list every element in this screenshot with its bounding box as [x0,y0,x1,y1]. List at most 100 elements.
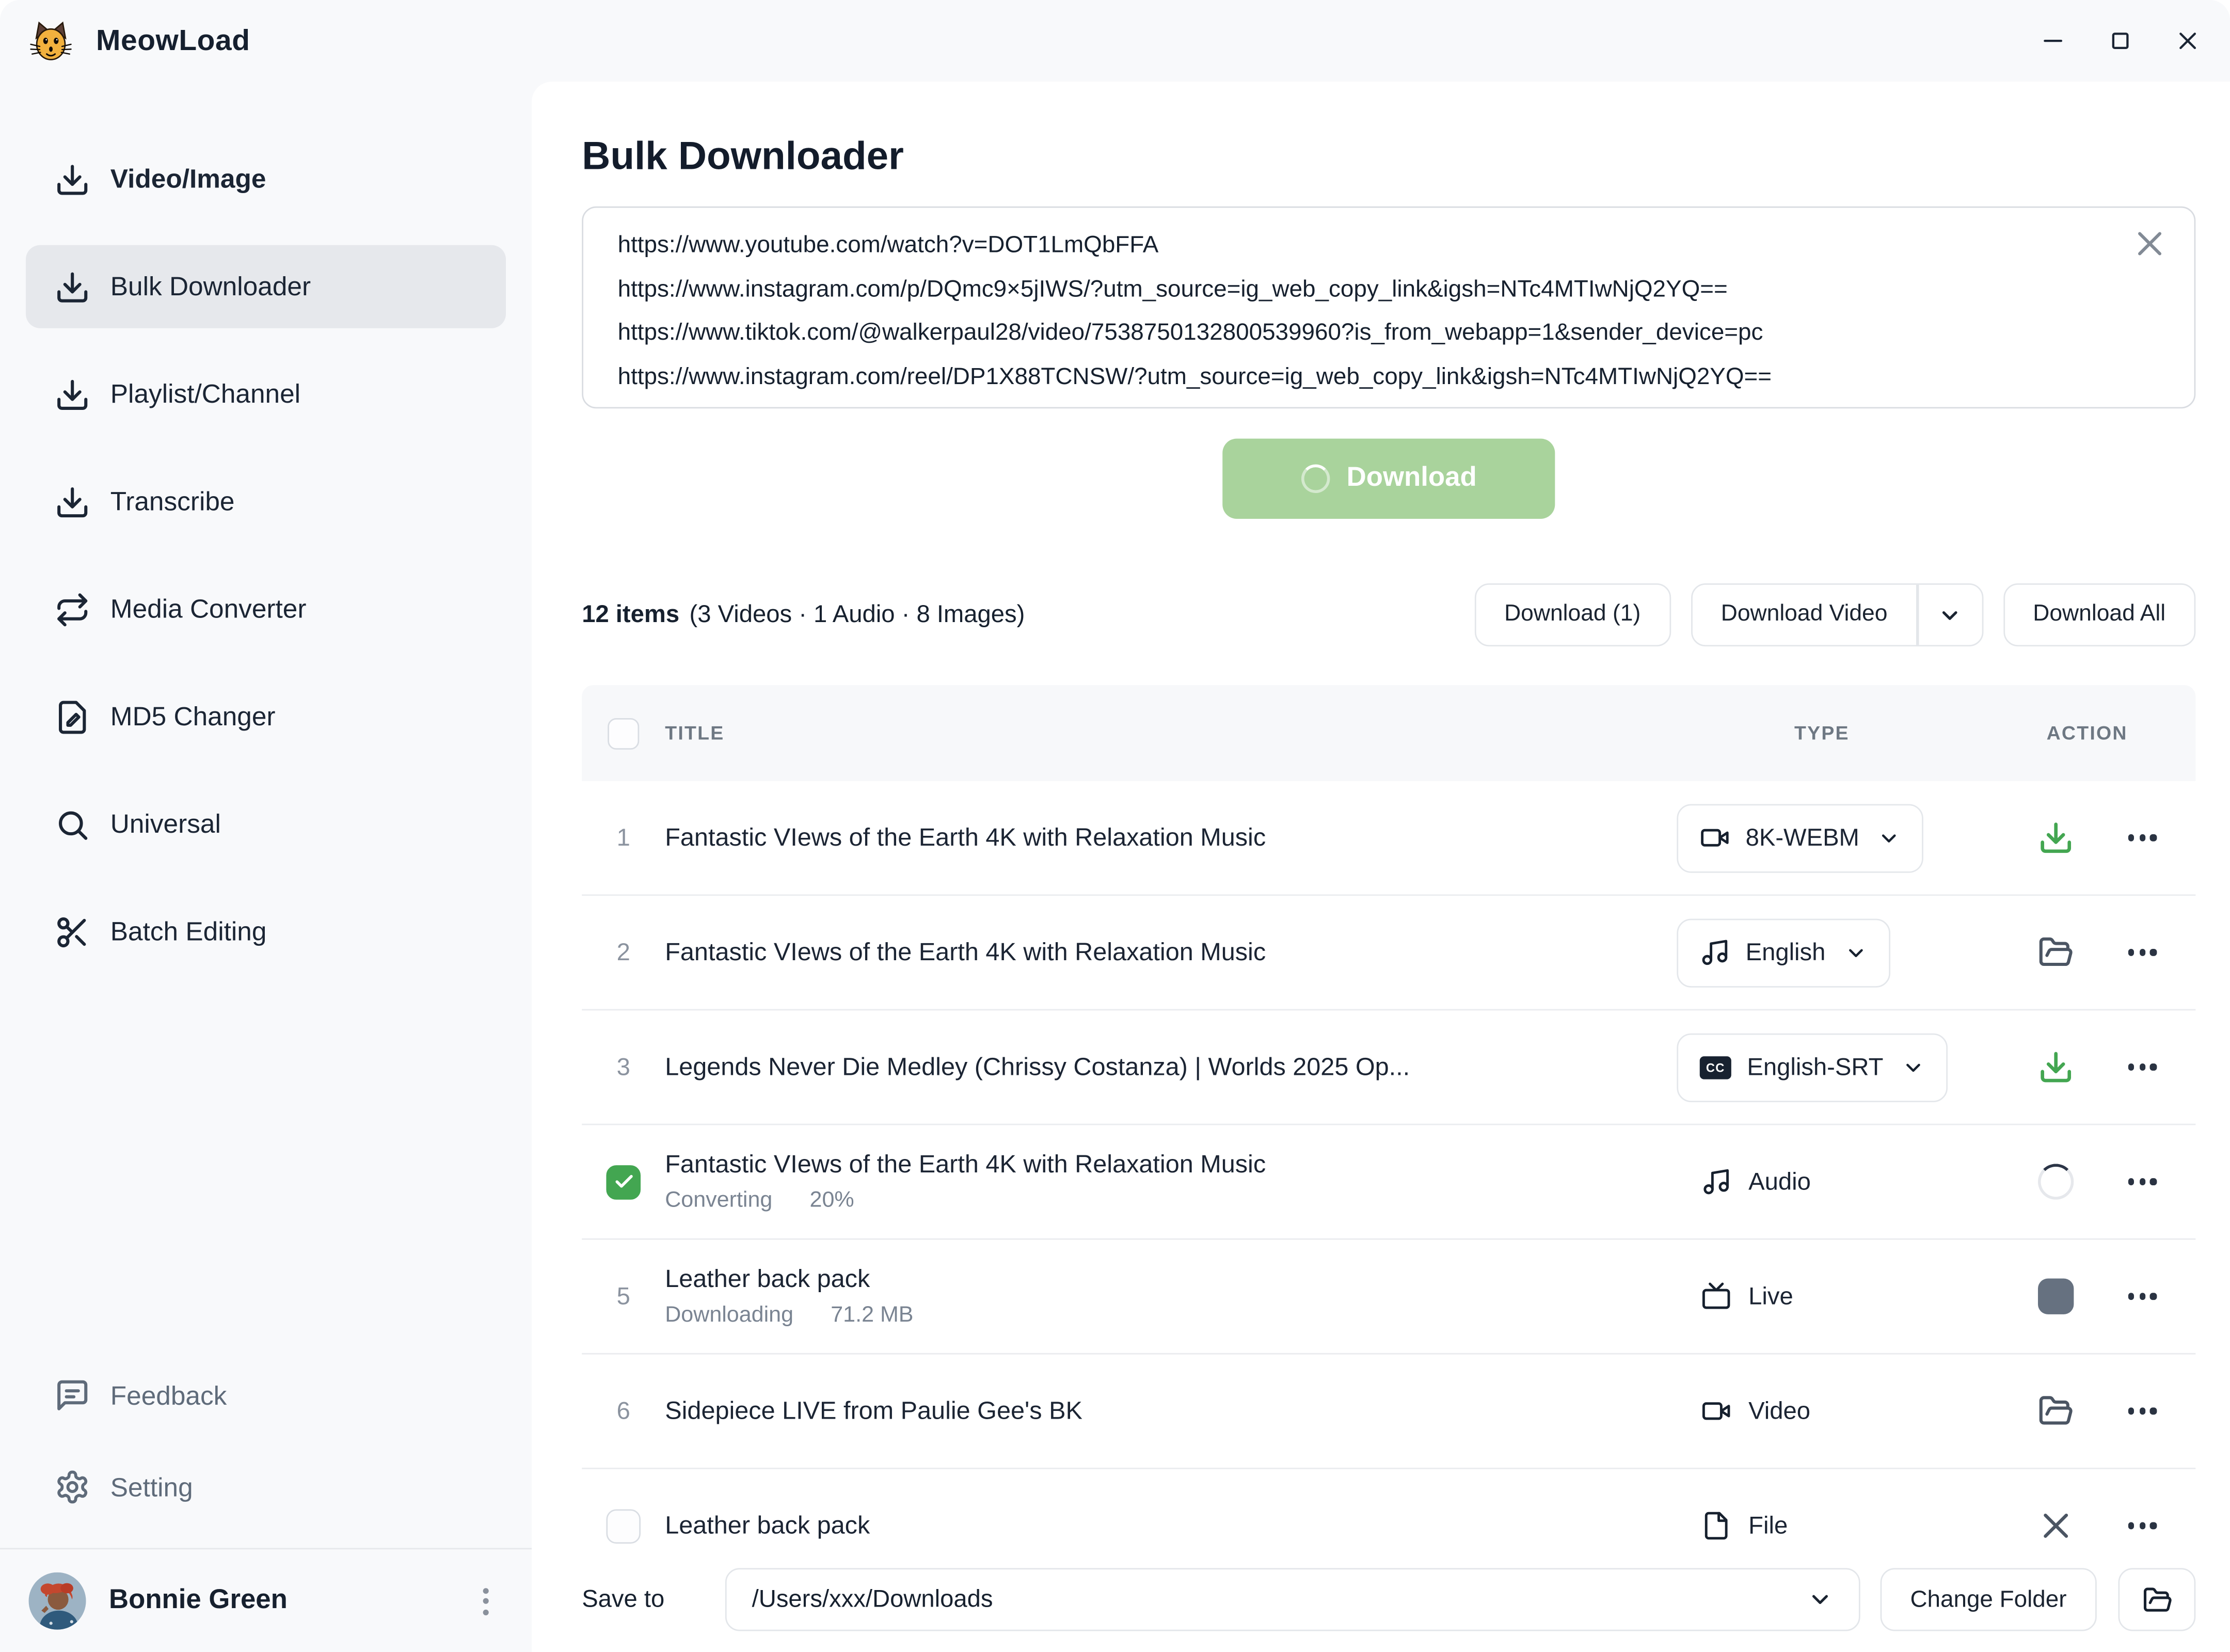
more-actions-button[interactable] [2123,1282,2162,1311]
table-row: 2 Fantastic VIews of the Earth 4K with R… [582,896,2196,1011]
save-path-select[interactable]: /Users/xxx/Downloads [724,1568,1860,1631]
download-video-button[interactable]: Download Video [1721,602,1888,627]
sidebar-item-label: Bulk Downloader [110,271,311,301]
minimize-button[interactable] [2040,27,2067,55]
type-label: Live [1748,1282,1793,1310]
table-row: 5 Leather back pack Downloading 71.2 MB … [582,1240,2196,1355]
sidebar-item-universal[interactable]: Universal [26,792,506,855]
sidebar-item-playlist-channel[interactable]: Playlist/Channel [26,362,506,425]
cat-logo-icon [30,21,72,60]
url-line: https://www.tiktok.com/@walkerpaul28/vid… [617,320,1763,346]
chevron-down-icon [1812,1595,1828,1605]
more-actions-button[interactable] [2123,938,2162,967]
more-actions-button[interactable] [2123,1167,2162,1196]
url-line: https://www.instagram.com/p/DQmc9×5jIWS/… [617,276,1728,302]
select-all-checkbox[interactable] [608,717,640,749]
sidebar-item-feedback[interactable]: Feedback [26,1364,506,1427]
download-button-label: Download [1346,463,1477,494]
open-folder-button[interactable] [2038,934,2074,970]
row-number: 1 [616,823,630,851]
sidebar-item-label: Universal [110,808,221,839]
folder-open-icon [2143,1586,2171,1611]
download-icon [55,376,90,412]
type-label: 8K-WEBM [1745,823,1859,851]
sidebar-item-label: Media Converter [110,593,307,624]
type-dropdown[interactable]: CC English-SRT [1677,1032,1948,1102]
download-icon [2041,822,2072,853]
more-actions-button[interactable] [2123,1511,2162,1540]
loading-spinner-icon [1300,464,1330,494]
change-folder-button[interactable]: Change Folder [1880,1568,2097,1631]
download-file-button[interactable] [2038,820,2074,855]
table-row: 1 Fantastic VIews of the Earth 4K with R… [582,781,2196,896]
sidebar-item-bulk-downloader[interactable]: Bulk Downloader [25,245,506,328]
downloads-table: TITLE TYPE ACTION 1 Fantastic VIews of t… [582,685,2196,1584]
titlebar: MeowLoad [0,0,2230,82]
gear-icon [55,1469,90,1505]
row-status: Downloading 71.2 MB [665,1303,1648,1329]
converting-spinner-icon [2037,1164,2074,1200]
more-actions-button[interactable] [2123,1396,2162,1425]
close-icon [2179,33,2196,50]
user-row[interactable]: Bonnie Green [26,1567,506,1639]
status-stage: Converting [665,1188,773,1213]
remove-item-button[interactable] [2038,1508,2074,1544]
sidebar-item-label: Playlist/Channel [110,378,301,409]
close-icon [2044,1513,2068,1538]
sidebar: Video/Image Bulk Downloader Playlist/Cha… [0,82,532,1652]
sidebar-item-md5-changer[interactable]: MD5 Changer [26,685,506,748]
type-label: File [1748,1511,1788,1539]
more-actions-button[interactable] [2123,823,2162,852]
type-dropdown[interactable]: English [1677,918,1890,987]
repeat-icon [55,591,90,627]
sidebar-item-media-converter[interactable]: Media Converter [26,578,506,641]
download-icon [55,484,90,519]
type-label: English [1745,938,1826,965]
row-checkbox[interactable] [606,1164,641,1199]
sidebar-item-video-image[interactable]: Video/Image [26,148,506,211]
user-name: Bonnie Green [109,1585,288,1615]
type-label-group: Video [1663,1396,1810,1426]
open-folder-button[interactable] [2038,1393,2074,1429]
folder-open-icon [2039,1396,2073,1425]
type-label-group: Live [1663,1281,1793,1311]
close-button[interactable] [2174,27,2202,55]
type-dropdown[interactable]: 8K-WEBM [1677,803,1924,872]
avatar [28,1572,86,1630]
column-header-action: ACTION [2046,722,2128,744]
save-to-label: Save to [582,1585,665,1613]
page-title: Bulk Downloader [582,133,904,178]
scissors-icon [55,914,90,949]
row-checkbox[interactable] [606,1509,641,1544]
table-row: 6 Sidepiece LIVE from Paulie Gee's BK Vi… [582,1355,2196,1469]
row-number: 5 [616,1282,630,1310]
file-edit-icon [55,698,90,734]
clear-input-button[interactable] [2132,227,2167,261]
chevron-down-icon [1942,610,1957,620]
music-note-icon [1703,1169,1729,1195]
sidebar-item-transcribe[interactable]: Transcribe [26,470,506,533]
download-video-dropdown-button[interactable] [1918,585,1981,645]
maximize-button[interactable] [2107,27,2134,55]
status-value: 20% [809,1188,854,1213]
table-row: 3 Legends Never Die Medley (Chrissy Cost… [582,1010,2196,1125]
download-selected-button[interactable]: Download (1) [1474,583,1671,647]
app-title: MeowLoad [96,23,250,57]
video-camera-icon [1702,1402,1730,1420]
stop-button[interactable] [2037,1278,2074,1314]
url-line: https://www.instagram.com/reel/DP1X88TCN… [617,363,1772,389]
download-button[interactable]: Download [1222,438,1555,519]
user-menu-kebab-icon[interactable] [469,1579,503,1623]
row-status: Converting 20% [665,1188,1648,1214]
more-actions-button[interactable] [2123,1053,2162,1082]
url-input[interactable]: https://www.youtube.com/watch?v=DOT1LmQb… [582,206,2196,409]
row-title: Legends Never Die Medley (Chrissy Costan… [665,1052,1410,1081]
row-title: Fantastic VIews of the Earth 4K with Rel… [665,1149,1266,1179]
open-save-folder-button[interactable] [2118,1568,2196,1631]
download-all-button[interactable]: Download All [2002,583,2196,647]
download-file-button[interactable] [2038,1049,2074,1085]
sidebar-item-label: Feedback [110,1379,227,1410]
sidebar-item-setting[interactable]: Setting [26,1455,506,1518]
save-path-value: /Users/xxx/Downloads [752,1585,993,1613]
sidebar-item-batch-editing[interactable]: Batch Editing [26,900,506,963]
